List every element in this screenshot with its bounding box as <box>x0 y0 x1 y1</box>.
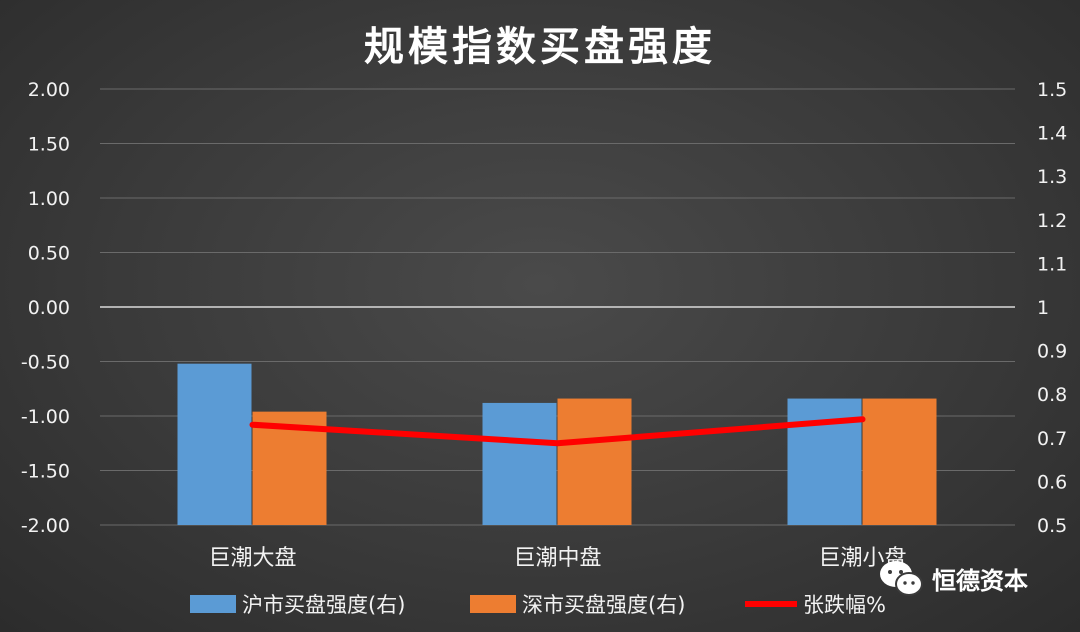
right-tick-label: 1 <box>1037 297 1049 319</box>
change-line <box>249 416 866 447</box>
legend-swatch <box>190 595 236 613</box>
right-tick-label: 1.3 <box>1037 166 1067 188</box>
left-tick-label: -0.50 <box>21 352 70 374</box>
left-tick-label: -1.50 <box>21 461 70 483</box>
category-label: 巨潮中盘 <box>513 546 601 571</box>
watermark: 恒德资本 <box>878 558 1028 598</box>
legend-swatch <box>470 595 516 613</box>
bar <box>482 402 557 525</box>
legend: 沪市买盘强度(右) 深市买盘强度(右) 张跌幅% <box>190 593 886 617</box>
left-tick-label: 1.50 <box>28 134 70 156</box>
right-tick-label: 1.4 <box>1037 123 1067 145</box>
bar <box>177 363 252 525</box>
right-tick-label: 1.1 <box>1037 253 1067 275</box>
legend-label: 沪市买盘强度(右) <box>242 593 405 617</box>
left-tick-label: -1.00 <box>21 406 70 428</box>
right-tick-label: 0.9 <box>1037 341 1067 363</box>
bar <box>862 398 937 525</box>
category-label: 巨潮大盘 <box>208 546 296 571</box>
left-tick-label: 0.00 <box>28 297 70 319</box>
right-tick-label: 0.8 <box>1037 384 1067 406</box>
left-axis-ticks: 2.00 1.50 1.00 0.50 0.00 -0.50 -1.00 -1.50 -2.00 <box>21 79 70 537</box>
legend-label: 深市买盘强度(右) <box>522 593 685 617</box>
right-axis-ticks: 1.5 1.4 1.3 1.2 1.1 1 0.9 0.8 0.7 0.6 0.5 <box>1037 79 1067 537</box>
watermark-text: 恒德资本 <box>932 566 1028 595</box>
left-tick-label: 0.50 <box>28 243 70 265</box>
left-tick-label: 1.00 <box>28 188 70 210</box>
right-tick-label: 0.5 <box>1037 515 1067 537</box>
left-tick-label: 2.00 <box>28 79 70 101</box>
change-line-path <box>249 416 866 447</box>
right-tick-label: 0.6 <box>1037 471 1067 493</box>
wechat-icon <box>880 561 923 596</box>
right-tick-label: 1.2 <box>1037 210 1067 232</box>
left-tick-label: -2.00 <box>21 515 70 537</box>
right-tick-label: 0.7 <box>1037 428 1067 450</box>
bar <box>557 398 632 525</box>
legend-label: 张跌幅% <box>803 593 886 617</box>
chart-title: 规模指数买盘强度 <box>364 23 716 70</box>
right-tick-label: 1.5 <box>1037 79 1067 101</box>
category-labels: 巨潮大盘 巨潮中盘 巨潮小盘 <box>208 546 906 571</box>
